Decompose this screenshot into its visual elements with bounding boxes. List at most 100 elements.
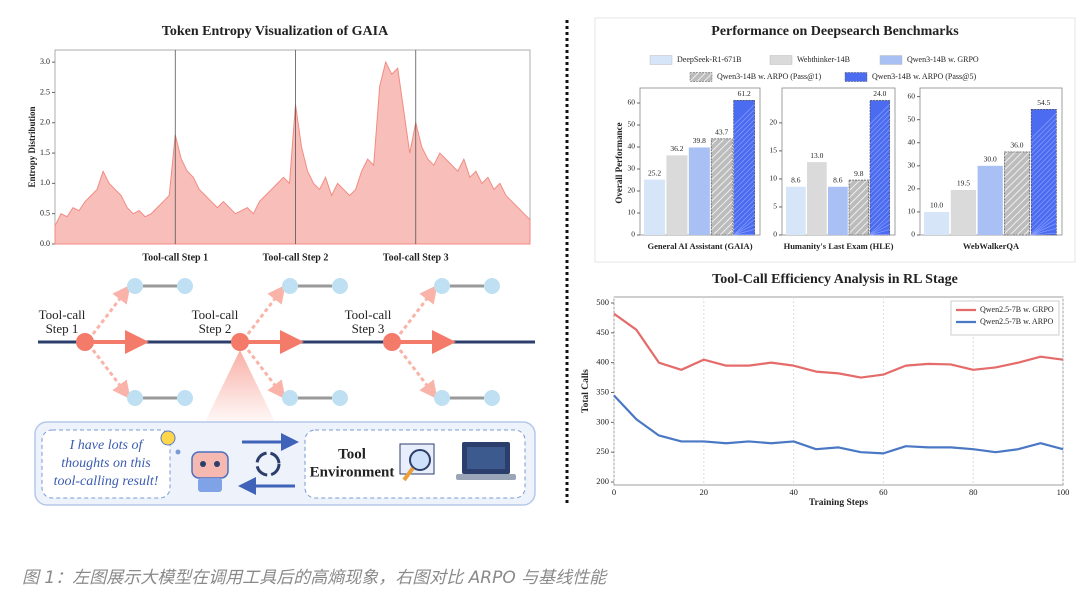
bar-hatch bbox=[1031, 227, 1057, 236]
chart-title: Tool-Call Efficiency Analysis in RL Stag… bbox=[712, 272, 958, 287]
bar-hatch bbox=[1031, 222, 1057, 236]
bar-hatch bbox=[869, 129, 890, 150]
x-tick-label: 100 bbox=[1057, 487, 1070, 497]
thought-text: tool-calling result! bbox=[54, 474, 159, 489]
bar-hatch bbox=[733, 184, 755, 206]
bar-hatch bbox=[1030, 208, 1057, 234]
bar-hatch bbox=[1030, 178, 1057, 204]
y-tick-label: 10 bbox=[908, 207, 916, 216]
step-marker-label: Tool-call Step 2 bbox=[263, 252, 329, 263]
branch-arrow bbox=[91, 349, 131, 400]
step-dot bbox=[383, 333, 401, 351]
bar bbox=[977, 165, 1003, 235]
bulb-icon bbox=[160, 430, 176, 446]
chart-title: Token Entropy Visualization of GAIA bbox=[162, 24, 389, 39]
bar-hatch bbox=[733, 224, 755, 236]
y-tick-label: 250 bbox=[596, 446, 609, 456]
branch-node bbox=[177, 390, 193, 406]
y-axis-label: Total Calls bbox=[581, 369, 591, 413]
value-label: 13.0 bbox=[810, 151, 823, 160]
cycle-icon bbox=[255, 451, 281, 477]
branch-node bbox=[332, 390, 348, 406]
bar-hatch bbox=[1030, 148, 1057, 174]
legend-box bbox=[950, 300, 1060, 336]
y-tick-label: 1.5 bbox=[40, 148, 50, 157]
branches bbox=[76, 278, 500, 406]
bar bbox=[710, 138, 733, 236]
step-label: Step 2 bbox=[199, 321, 232, 336]
bar-hatch bbox=[869, 219, 890, 236]
bar-hatch bbox=[733, 189, 755, 211]
value-label: 61.2 bbox=[738, 89, 751, 98]
bar bbox=[807, 162, 827, 235]
bar-hatch bbox=[869, 144, 890, 165]
y-tick-label: 0.5 bbox=[40, 209, 50, 218]
y-axis-label: Entropy Distribution bbox=[27, 106, 37, 187]
bar-hatch bbox=[1031, 232, 1057, 236]
y-tick-label: 350 bbox=[596, 386, 609, 396]
bar-hatch bbox=[869, 214, 890, 235]
y-tick-label: 500 bbox=[596, 297, 609, 307]
y-tick-label: 1.0 bbox=[40, 178, 50, 187]
bar-hatch bbox=[1031, 218, 1057, 236]
bar-hatch bbox=[733, 159, 755, 181]
step-label: Tool-call bbox=[345, 307, 392, 322]
step-label: Step 1 bbox=[46, 321, 79, 336]
bar-hatch bbox=[869, 164, 890, 185]
branch-arrow bbox=[398, 349, 438, 400]
branch-node bbox=[434, 278, 450, 294]
y-tick-label: 300 bbox=[596, 416, 609, 426]
bar-hatch bbox=[733, 139, 755, 161]
bar bbox=[924, 211, 950, 235]
legend-swatch bbox=[689, 72, 713, 82]
branch-node bbox=[484, 390, 500, 406]
bar-hatch bbox=[869, 109, 890, 130]
value-label: 39.8 bbox=[693, 136, 706, 145]
legend-swatch bbox=[769, 55, 793, 65]
bar-hatch bbox=[733, 194, 755, 216]
y-tick-label: 3.0 bbox=[40, 57, 50, 66]
bar-hatch bbox=[733, 209, 755, 231]
bar-hatch bbox=[733, 174, 755, 196]
bar bbox=[1004, 151, 1030, 236]
y-tick-label: 450 bbox=[596, 327, 609, 337]
step-label: Tool-call bbox=[192, 307, 239, 322]
bar-hatch bbox=[1030, 113, 1057, 139]
handle bbox=[402, 466, 415, 482]
bar-hatch bbox=[869, 119, 890, 140]
bar-hatch bbox=[869, 159, 890, 180]
value-label: 8.6 bbox=[791, 175, 801, 184]
bar-hatch bbox=[869, 199, 890, 220]
category-label: General AI Assistant (GAIA) bbox=[647, 241, 752, 251]
x-tick-label: 60 bbox=[879, 487, 888, 497]
y-tick-label: 40 bbox=[628, 142, 636, 151]
bar-hatch bbox=[869, 149, 890, 170]
diagram: Tool-call Step 1 Tool-call Step 2 Tool-c… bbox=[34, 278, 536, 506]
bar-hatch bbox=[1030, 153, 1057, 179]
bubble-dot bbox=[175, 449, 181, 455]
bar-hatch bbox=[1030, 168, 1057, 194]
bar-hatch bbox=[733, 219, 755, 236]
bar-hatch bbox=[733, 169, 755, 191]
bar-hatch bbox=[1030, 198, 1057, 224]
bar-hatch bbox=[1030, 163, 1057, 189]
bar bbox=[828, 186, 848, 235]
bar-hatch bbox=[733, 104, 755, 126]
y-tick-label: 0 bbox=[631, 230, 635, 239]
x-tick-label: 0 bbox=[612, 487, 616, 497]
x-axis-label: Training Steps bbox=[809, 498, 869, 508]
bar-hatch bbox=[869, 224, 890, 236]
legend-label: DeepSeek-R1-671B bbox=[677, 55, 741, 64]
entropy-area bbox=[54, 60, 531, 245]
value-label: 43.7 bbox=[715, 128, 728, 137]
bar-hatch bbox=[1030, 143, 1057, 169]
caption: 图 1：左图展示大模型在调用工具后的高熵现象，右图对比 ARPO 与基线性能 bbox=[22, 568, 608, 588]
y-tick-label: 0 bbox=[773, 230, 777, 239]
bar-hatch bbox=[733, 214, 755, 236]
y-tick-label: 30 bbox=[908, 161, 916, 170]
y-tick-label: 10 bbox=[770, 174, 778, 183]
y-tick-label: 200 bbox=[596, 476, 609, 486]
